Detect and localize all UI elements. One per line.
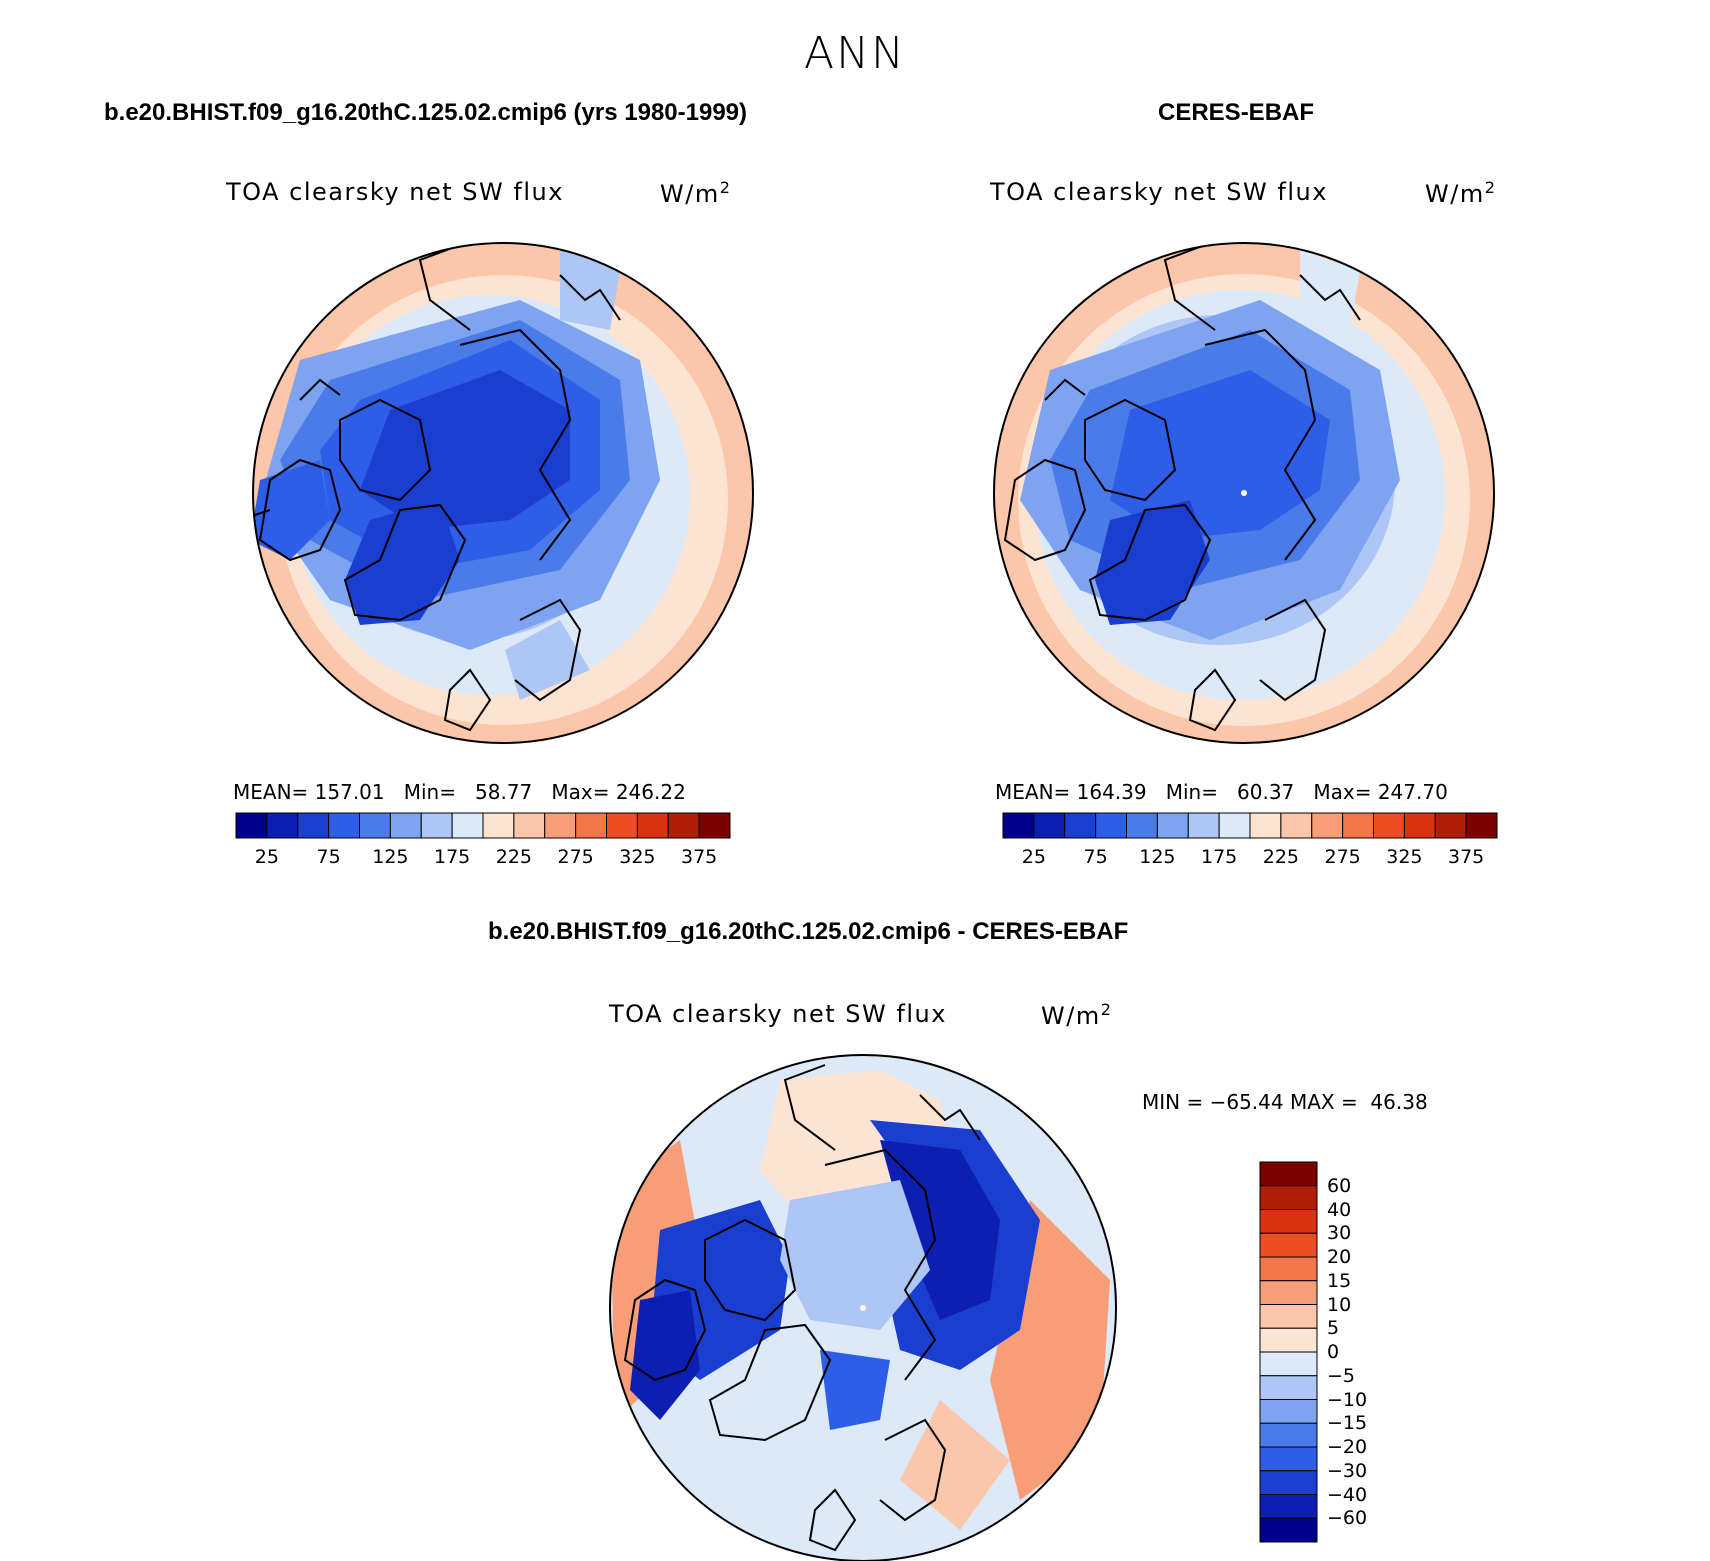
colorbar-swatch (1280, 812, 1313, 839)
colorbar-swatch (389, 812, 422, 839)
colorbar-tick-label: −10 (1327, 1388, 1368, 1411)
colorbar-swatch (420, 812, 453, 839)
figure-title: ANN (804, 28, 906, 79)
colorbar-swatch (1259, 1304, 1318, 1329)
colorbar-swatch (482, 812, 515, 839)
colorbar-tick-label: 10 (1327, 1293, 1352, 1316)
colorbar-tick-label: 30 (1327, 1222, 1352, 1245)
colorbar-swatch (297, 812, 330, 839)
colorbar-swatch (1259, 1517, 1318, 1543)
colorbar-swatch (1064, 812, 1097, 839)
colorbar-swatch (359, 812, 391, 839)
colorbar-swatch (1465, 812, 1498, 839)
colorbar-swatch (266, 812, 299, 839)
colorbar-tick-label: 275 (1324, 846, 1361, 868)
colorbar-swatch (1259, 1256, 1318, 1282)
colorbar-tick-label: 25 (254, 846, 279, 868)
colorbar-swatch (1259, 1327, 1318, 1353)
colorbar-swatch (636, 812, 669, 839)
colorbar-tick-label: 60 (1327, 1174, 1352, 1197)
colorbar-swatch (544, 812, 577, 839)
colorbar-tick-label: 275 (557, 846, 594, 868)
colorbar-swatch (1156, 812, 1189, 839)
colorbar-swatch (1259, 1351, 1318, 1377)
colorbar-swatch (1259, 1470, 1318, 1495)
colorbar-tick-label: −60 (1327, 1507, 1368, 1530)
colorbar-tick-label: 0 (1327, 1341, 1340, 1363)
colorbar-swatch (667, 812, 700, 839)
panel1-variable: TOA clearsky net SW flux (226, 178, 564, 206)
colorbar-tick-label: −20 (1327, 1436, 1368, 1458)
panel1-colorbar (235, 812, 731, 839)
colorbar-tick-label: 20 (1327, 1246, 1352, 1268)
colorbar-tick-label: 175 (433, 846, 471, 868)
colorbar-swatch (1311, 812, 1344, 839)
colorbar-tick-label: 25 (1021, 846, 1046, 868)
colorbar-swatch (451, 812, 484, 839)
colorbar-swatch (1187, 812, 1220, 839)
colorbar-tick-label: 375 (680, 846, 718, 868)
panel2-variable: TOA clearsky net SW flux (990, 178, 1328, 206)
panel3-units: W/m2 (1041, 1000, 1113, 1030)
panel2-colorbar (1002, 812, 1498, 839)
panel3-variable: TOA clearsky net SW flux (609, 1000, 947, 1028)
colorbar-tick-label: 375 (1447, 846, 1485, 868)
panel1-units: W/m2 (660, 178, 732, 208)
colorbar-swatch (1033, 812, 1066, 839)
colorbar-swatch (1434, 812, 1467, 839)
colorbar-swatch (1259, 1209, 1318, 1234)
colorbar-swatch (1373, 812, 1405, 839)
panel2-title: CERES-EBAF (1158, 99, 1315, 126)
panel3-colorbar (1259, 1161, 1318, 1543)
colorbar-tick-label: 225 (1262, 846, 1299, 868)
colorbar-swatch (1259, 1494, 1318, 1519)
colorbar-tick-label: 40 (1327, 1198, 1352, 1221)
colorbar-tick-label: 325 (619, 846, 656, 868)
colorbar-tick-label: 15 (1327, 1269, 1352, 1292)
colorbar-tick-label: 5 (1327, 1317, 1340, 1340)
colorbar-tick-label: −40 (1327, 1483, 1368, 1506)
panel2-map (993, 242, 1495, 744)
colorbar-swatch (1403, 812, 1436, 839)
colorbar-swatch (1218, 812, 1251, 839)
colorbar-swatch (1259, 1280, 1318, 1305)
panel1-stats: MEAN= 157.01 Min= 58.77 Max= 246.22 (233, 780, 686, 804)
colorbar-tick-label: 125 (1139, 846, 1176, 868)
colorbar-swatch (1259, 1446, 1318, 1472)
colorbar-swatch (1259, 1232, 1318, 1258)
colorbar-tick-label: −30 (1327, 1459, 1368, 1482)
colorbar-swatch (698, 812, 731, 839)
colorbar-tick-label: −5 (1327, 1364, 1356, 1387)
colorbar-swatch (1095, 812, 1127, 839)
colorbar-swatch (1259, 1185, 1318, 1210)
colorbar-tick-label: 75 (316, 846, 341, 868)
panel3-map (609, 1054, 1117, 1561)
colorbar-swatch (1259, 1161, 1318, 1187)
colorbar-swatch (1126, 812, 1158, 839)
colorbar-swatch (1259, 1422, 1318, 1448)
colorbar-swatch (235, 812, 268, 839)
colorbar-swatch (1259, 1375, 1318, 1400)
colorbar-swatch (1002, 812, 1035, 839)
colorbar-tick-label: 225 (495, 846, 532, 868)
panel3-title: b.e20.BHIST.f09_g16.20thC.125.02.cmip6 -… (488, 918, 1129, 945)
colorbar-swatch (575, 812, 607, 839)
panel3-minmax: MIN = −65.44 MAX = 46.38 (1142, 1090, 1428, 1114)
colorbar-tick-label: 75 (1083, 846, 1108, 868)
colorbar-swatch (606, 812, 638, 839)
colorbar-swatch (1259, 1399, 1318, 1424)
colorbar-tick-label: 175 (1200, 846, 1238, 868)
colorbar-swatch (1342, 812, 1374, 839)
colorbar-tick-label: 325 (1386, 846, 1423, 868)
colorbar-swatch (513, 812, 546, 839)
colorbar-tick-label: −15 (1327, 1412, 1368, 1435)
panel2-stats: MEAN= 164.39 Min= 60.37 Max= 247.70 (995, 780, 1448, 804)
panel1-title: b.e20.BHIST.f09_g16.20thC.125.02.cmip6 (… (104, 99, 748, 126)
colorbar-tick-label: 125 (372, 846, 409, 868)
panel1-map (252, 242, 754, 744)
colorbar-swatch (328, 812, 360, 839)
colorbar-swatch (1249, 812, 1282, 839)
panel2-units: W/m2 (1425, 178, 1497, 208)
